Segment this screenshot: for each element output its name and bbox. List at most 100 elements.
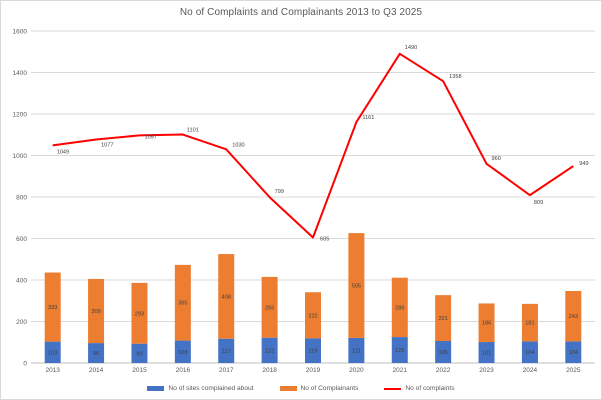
bar-segment-sites: [435, 341, 452, 363]
line-data-label: 1358: [449, 74, 461, 80]
bar-label-complainants: 505: [352, 283, 361, 289]
bar-label-complainants: 222: [308, 313, 317, 319]
bar-label-complainants: 333: [48, 305, 57, 311]
x-axis-category-label: 2023: [479, 367, 494, 374]
bar-segment-sites: [565, 341, 582, 363]
y-axis-tick-label: 800: [16, 194, 27, 201]
bar-label-sites: 104: [569, 350, 578, 356]
y-axis-tick-label: 400: [16, 277, 27, 284]
bar-segment-complainants: [305, 292, 321, 339]
bar-label-sites: 93: [136, 351, 142, 357]
bar-label-complainants: 221: [438, 316, 447, 322]
line-data-label: 1490: [405, 45, 417, 51]
bar-label-sites: 119: [309, 349, 318, 355]
legend-item-complainants: No of Complainants: [279, 385, 359, 392]
x-axis-category-label: 2020: [349, 367, 364, 374]
bar-segment-complainants: [391, 277, 408, 338]
bar-segment-complainants: [521, 303, 538, 342]
bar-segment-sites: [88, 343, 105, 363]
chart-title: No of Complaints and Complainants 2013 t…: [179, 7, 423, 18]
bar-segment-sites: [218, 338, 235, 363]
bar-segment-complainants: [261, 276, 278, 338]
bar-segment-sites: [305, 338, 321, 363]
bar-label-complainants: 293: [265, 305, 274, 311]
blue-bar-swatch-icon: [147, 386, 165, 391]
line-data-label: 1161: [362, 115, 374, 121]
line-data-label: 949: [579, 161, 588, 167]
bar-label-sites: 117: [222, 349, 231, 355]
line-data-label: 605: [320, 236, 329, 242]
x-axis-category-label: 2018: [262, 367, 277, 374]
bar-label-complainants: 186: [482, 321, 491, 327]
line-data-label: 1049: [57, 149, 69, 155]
x-axis-category-label: 2022: [436, 367, 451, 374]
bar-label-sites: 104: [525, 350, 534, 356]
bar-label-complainants: 286: [395, 305, 404, 311]
x-axis-category-label: 2025: [566, 367, 581, 374]
line-data-label: 1101: [187, 128, 199, 134]
legend-label-complaints: No of complaints: [405, 385, 455, 392]
red-line-swatch-icon: [384, 387, 402, 390]
line-data-label: 799: [275, 189, 284, 195]
bar-segment-sites: [348, 337, 365, 363]
bar-segment-sites: [174, 340, 191, 363]
orange-bar-swatch-icon: [279, 386, 297, 391]
bar-label-complainants: 181: [525, 321, 534, 327]
y-axis-tick-label: 600: [16, 236, 27, 243]
bar-segment-complainants: [435, 295, 452, 342]
x-axis-category-label: 2014: [89, 367, 104, 374]
x-axis-category-label: 2015: [132, 367, 147, 374]
bar-label-complainants: 243: [569, 314, 578, 320]
y-axis-tick-label: 1000: [13, 153, 28, 160]
bar-label-complainants: 309: [91, 309, 100, 315]
bar-label-sites: 106: [438, 350, 447, 356]
bar-label-sites: 103: [48, 350, 57, 356]
line-data-label: 960: [492, 156, 501, 162]
bar-segment-complainants: [478, 303, 495, 343]
complaints-line: [52, 52, 574, 239]
chart-legend: No of sites complained about No of Compl…: [1, 385, 601, 392]
legend-label-complainants: No of Complainants: [300, 385, 359, 392]
legend-label-sites: No of sites complained about: [168, 385, 254, 392]
bar-label-complainants: 293: [135, 311, 144, 317]
y-axis-tick-label: 1600: [13, 28, 28, 35]
bar-label-sites: 101: [482, 351, 491, 357]
y-axis-tick-label: 0: [23, 360, 27, 367]
y-axis-tick-label: 200: [16, 319, 27, 326]
bar-segment-sites: [261, 337, 278, 363]
legend-item-sites: No of sites complained about: [147, 385, 254, 392]
x-axis-category-label: 2024: [523, 367, 538, 374]
x-axis-category-label: 2013: [45, 367, 60, 374]
bar-label-sites: 125: [395, 348, 404, 354]
bar-segment-complainants: [88, 278, 105, 344]
x-axis-category-label: 2019: [306, 367, 321, 374]
bar-label-complainants: 408: [222, 294, 231, 300]
bar-label-sites: 108: [178, 350, 187, 356]
bar-segment-complainants: [131, 282, 148, 344]
line-data-label: 809: [534, 200, 543, 206]
y-axis-tick-label: 1200: [13, 111, 28, 118]
line-data-label: 1077: [101, 143, 113, 149]
bar-segment-complainants: [174, 264, 191, 341]
bar-label-complainants: 365: [178, 301, 187, 307]
bar-label-sites: 122: [265, 348, 274, 354]
bar-segment-complainants: [565, 290, 582, 342]
bar-segment-complainants: [218, 254, 235, 339]
x-axis-category-label: 2021: [393, 367, 408, 374]
bar-label-sites: 96: [93, 351, 99, 357]
bar-segment-complainants: [44, 272, 61, 342]
bar-segment-sites: [131, 343, 148, 363]
bar-segment-complainants: [348, 233, 365, 338]
bar-segment-sites: [44, 341, 61, 363]
line-data-label: 1030: [232, 142, 244, 148]
bar-segment-sites: [391, 337, 408, 363]
bar-segment-sites: [521, 341, 538, 363]
y-axis-tick-label: 1400: [13, 70, 28, 77]
x-axis-category-label: 2016: [176, 367, 191, 374]
bar-segment-sites: [478, 342, 495, 363]
line-data-label: 1097: [144, 134, 156, 140]
x-axis-category-label: 2017: [219, 367, 234, 374]
bar-label-sites: 121: [352, 348, 361, 354]
